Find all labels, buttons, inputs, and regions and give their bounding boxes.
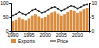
marker [80,6,82,8]
tick: 2010 [72,31,83,38]
tick-label: 10 [92,0,98,6]
tick-mark [10,17,12,18]
tick-mark [89,31,91,32]
bar [76,13,79,31]
bar [37,16,40,31]
marker [12,15,14,17]
bar [60,16,63,31]
line [13,4,87,15]
bar [57,14,60,31]
bar [44,17,47,31]
tick: 0 [89,28,95,34]
marker [57,8,59,10]
marker [28,12,30,14]
tick-label: 2000 [40,32,51,38]
marker [47,9,49,11]
marker [64,9,66,11]
tick-label: 5 [92,14,95,20]
y-axis: 0 50 100 [0,0,11,34]
axis-line [90,4,91,32]
axis-line [10,4,12,32]
tick: 2000 [40,31,51,38]
legend-entry: Exports [11,38,35,44]
marker [60,10,62,12]
marker [15,13,17,15]
marker [31,9,33,11]
marker [73,6,75,8]
bar [34,14,37,31]
marker [41,12,43,14]
marker [86,4,88,6]
bar [28,18,31,31]
plot: 1990 1995 2000 2005 2010 0 50 100 0 5 10 [0,0,97,38]
bar [83,9,86,31]
marker [44,11,46,13]
bar [70,10,73,31]
tick: 5 [89,14,95,20]
bar [79,11,82,31]
marker [77,8,79,10]
bar [31,16,34,31]
tick-label: 50 [3,14,9,20]
bar [73,11,76,31]
tick-mark [89,17,91,18]
marker [51,7,53,9]
tick-mark [10,31,12,32]
bar [15,20,18,31]
tick: 1995 [23,31,34,38]
tick: 1990 [7,31,18,38]
marker [70,5,72,7]
legend-entry: Price [50,38,69,44]
bar [47,15,50,31]
bar [53,11,56,31]
bar [86,8,89,31]
tick: 10 [89,0,97,6]
bar [18,18,21,31]
tick-mark [10,3,12,4]
bar [41,18,44,31]
marker [25,14,27,16]
marker [38,10,40,12]
tick-label: 0 [6,28,9,34]
tick: 2005 [56,31,67,38]
bar [21,19,24,31]
tick: 0 [6,28,11,34]
legend-swatch [11,39,16,43]
marker [83,4,85,6]
bar [63,14,66,31]
bar [50,13,53,31]
y2-axis: 0 5 10 [89,0,97,34]
legend-label: Price [57,38,69,44]
marker [22,13,24,15]
bar [66,12,69,31]
marker [35,8,37,10]
legend-swatch [50,41,56,42]
legend: Exports Price [11,38,69,44]
tick-label: 100 [0,0,9,6]
tick-label: 0 [92,28,95,34]
legend-label: Exports [18,38,35,44]
marks [11,4,88,32]
tick-label: 1990 [7,32,18,38]
marker [54,6,56,8]
tick: 50 [3,14,11,20]
tick-mark [89,3,91,4]
tick-label: 2010 [72,32,83,38]
chart: 1990 1995 2000 2005 2010 0 50 100 0 5 10 Exports Pri… [0,0,99,48]
marker [18,11,20,13]
bar [24,20,27,31]
marker [67,7,69,9]
x-axis: 1990 1995 2000 2005 2010 [7,31,89,38]
tick: 100 [0,0,11,6]
